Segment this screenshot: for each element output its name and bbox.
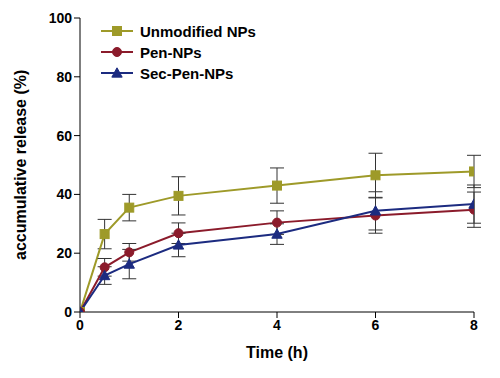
html-text:Pen-NPs: Pen-NPs [140,43,202,61]
svg-text:8: 8 [470,317,478,333]
svg-text:100: 100 [49,10,73,26]
html-text:Unmodified NPs: Unmodified NPs [140,22,256,40]
svg-text:60: 60 [56,128,72,144]
svg-text:80: 80 [56,69,72,85]
svg-text:Time (h): Time (h) [246,344,308,361]
svg-text:2: 2 [175,317,183,333]
html-text:Sec-Pen-NPs: Sec-Pen-NPs [140,64,234,82]
svg-text:accumulative release (%): accumulative release (%) [12,70,29,260]
svg-text:40: 40 [56,186,72,202]
svg-text:6: 6 [372,317,380,333]
svg-text:0: 0 [76,317,84,333]
svg-text:4: 4 [273,317,281,333]
svg-text:20: 20 [56,245,72,261]
svg-text:0: 0 [64,304,72,320]
